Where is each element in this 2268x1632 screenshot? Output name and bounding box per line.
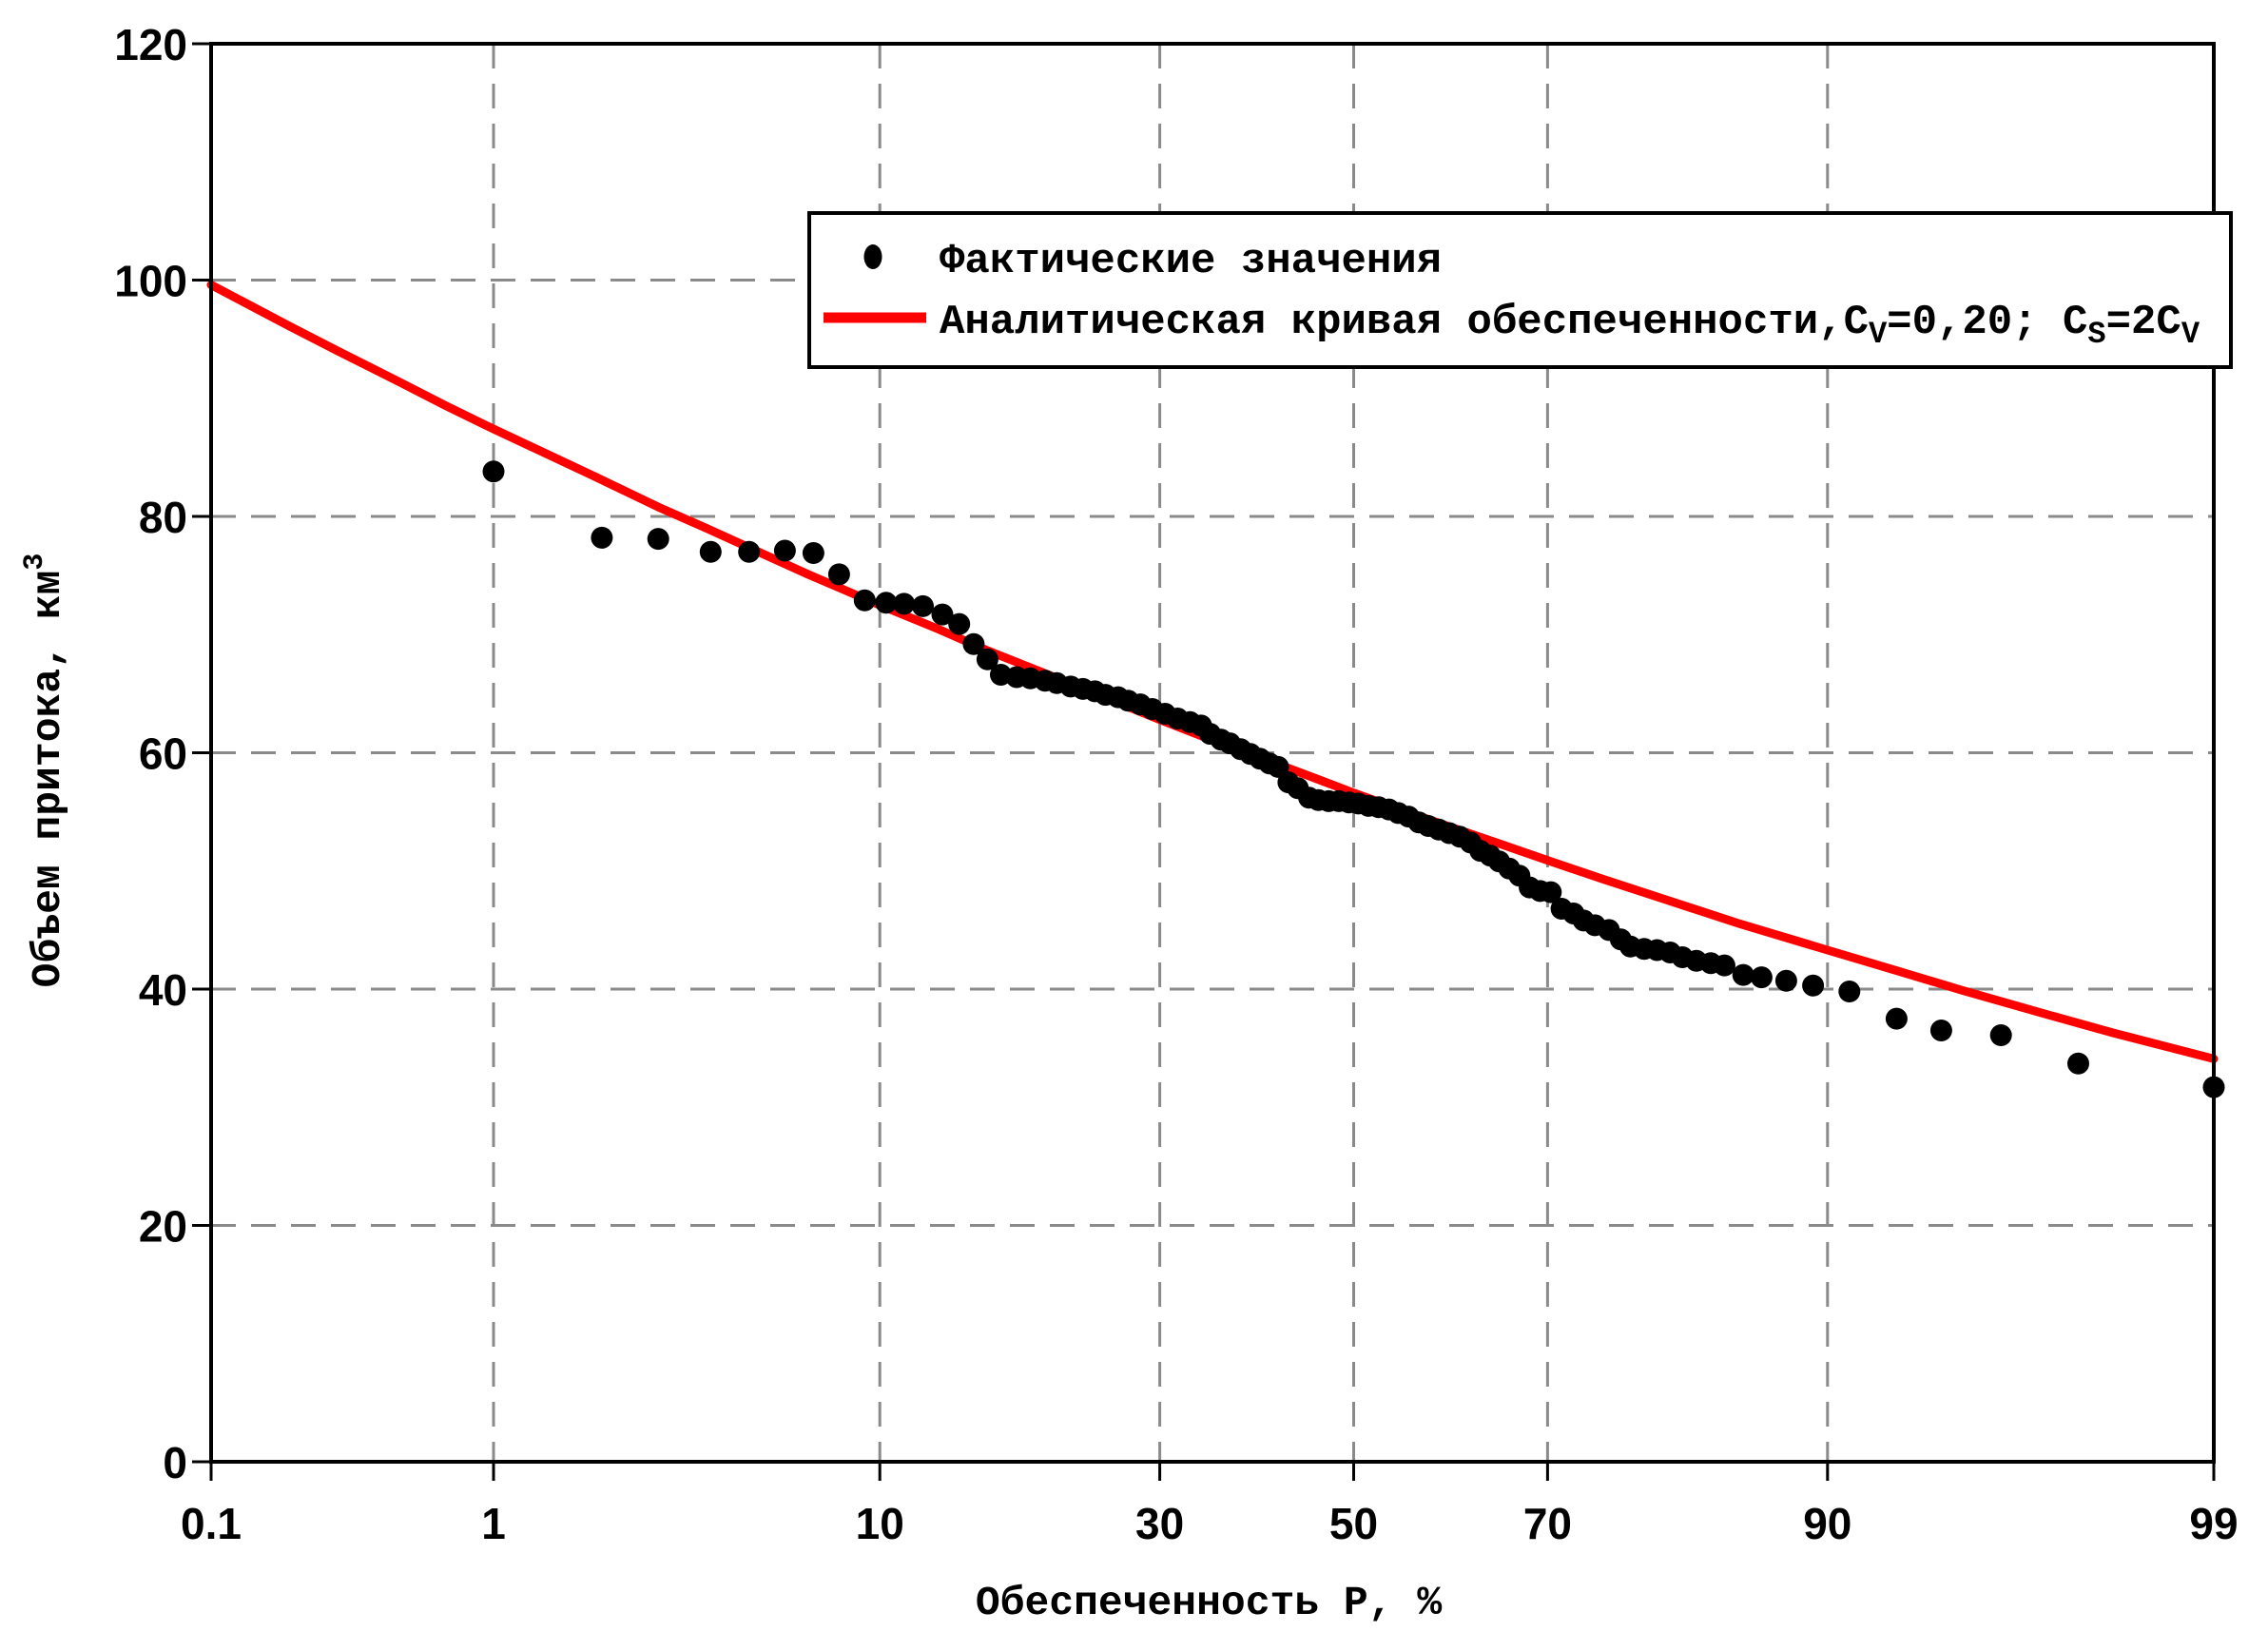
observed-values-series bbox=[482, 460, 2225, 1098]
data-point bbox=[1989, 1024, 2012, 1046]
x-axis-tick-label: 30 bbox=[1135, 1499, 1184, 1548]
data-point bbox=[1838, 981, 1861, 1002]
plot-border bbox=[209, 42, 2216, 1464]
data-point bbox=[773, 539, 796, 562]
data-point bbox=[931, 603, 954, 626]
data-point bbox=[827, 563, 850, 586]
x-axis-tick-label: 50 bbox=[1329, 1499, 1378, 1548]
data-point bbox=[1540, 881, 1562, 903]
y-axis-tick-label: 100 bbox=[114, 257, 187, 306]
axis-tick-labels: 0.1 1 10 30 50 70 90 99 0 20 40 60 80 100 120 bbox=[114, 20, 2238, 1548]
data-point bbox=[912, 594, 934, 617]
legend-marker-dot bbox=[863, 244, 882, 269]
y-axis-tick-label: 60 bbox=[139, 729, 187, 779]
data-point bbox=[976, 648, 998, 670]
legend-label-analytical: Аналитическая кривая обеспеченности,CV=0… bbox=[940, 299, 2200, 352]
data-point bbox=[1267, 755, 1289, 778]
data-point bbox=[962, 632, 985, 655]
data-point bbox=[738, 540, 761, 563]
legend: Фактические значения Аналитическая крива… bbox=[807, 211, 2233, 369]
data-point bbox=[893, 593, 916, 615]
x-axis-tick-label: 10 bbox=[856, 1499, 904, 1548]
data-point bbox=[1713, 954, 1735, 977]
data-point bbox=[1929, 1020, 1952, 1041]
axis-ticks bbox=[192, 42, 2216, 1481]
legend-box bbox=[807, 211, 2233, 369]
data-point bbox=[875, 592, 898, 614]
data-point bbox=[2067, 1052, 2089, 1075]
x-axis-tick-label: 90 bbox=[1803, 1499, 1851, 1548]
x-axis-tick-label: 70 bbox=[1523, 1499, 1572, 1548]
y-axis-tick-label: 40 bbox=[139, 965, 187, 1015]
data-point bbox=[647, 528, 669, 551]
data-point bbox=[853, 589, 876, 612]
legend-label-observed: Фактические значения bbox=[940, 238, 1442, 285]
data-point bbox=[1802, 974, 1825, 997]
y-axis-tick-label: 20 bbox=[139, 1202, 187, 1252]
data-point bbox=[1750, 966, 1773, 989]
y-axis-tick-label: 80 bbox=[139, 493, 187, 542]
data-point bbox=[948, 612, 971, 635]
y-axis-tick-label: 0 bbox=[163, 1438, 187, 1487]
data-point bbox=[591, 526, 613, 549]
y-axis-title-superscript: 3 bbox=[19, 554, 51, 571]
y-axis-title: Объем притока, км3 bbox=[19, 554, 71, 988]
data-point bbox=[1885, 1007, 1908, 1030]
x-axis-tick-label: 99 bbox=[2189, 1499, 2238, 1548]
y-axis-tick-label: 120 bbox=[114, 20, 187, 69]
data-point bbox=[802, 542, 824, 564]
x-axis-tick-label: 0.1 bbox=[181, 1499, 242, 1548]
x-axis-tick-label: 1 bbox=[481, 1499, 506, 1548]
x-axis-title: Обеспеченность P, % bbox=[976, 1580, 1442, 1626]
data-point bbox=[1774, 969, 1797, 992]
data-point bbox=[482, 460, 505, 483]
analytical-curve bbox=[206, 281, 2219, 1063]
data-point bbox=[1732, 963, 1754, 986]
data-point bbox=[699, 540, 722, 563]
